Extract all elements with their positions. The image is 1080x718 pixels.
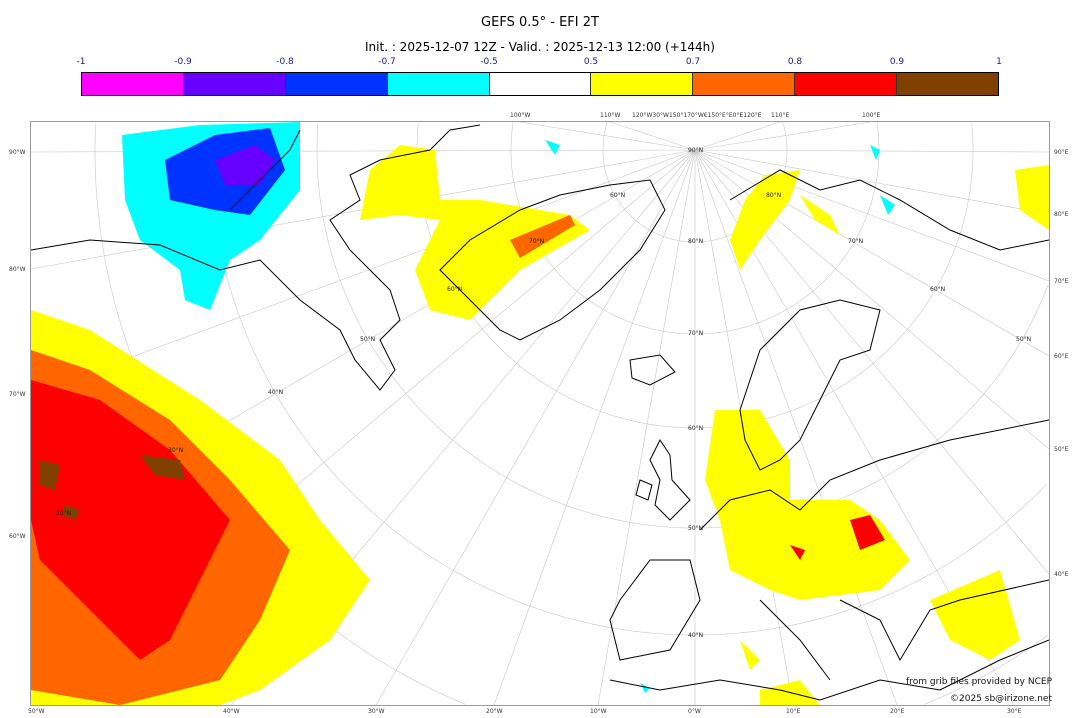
data-source-credit: from grib files provided by NCEP <box>906 677 1052 687</box>
chart-subtitle: Init. : 2025-12-07 12Z - Valid. : 2025-1… <box>365 40 715 54</box>
grid-label: 70°N <box>688 330 703 337</box>
axis-label-top: 110°W <box>600 112 621 119</box>
efi-warm-orange-greenland <box>510 215 575 258</box>
efi-cold-purple <box>215 145 275 185</box>
axis-label-bottom: 30°W <box>368 708 385 715</box>
efi-warm-yellow-europe <box>705 410 1020 705</box>
coast-hudson <box>229 129 301 211</box>
colorbar-tick: -1 <box>76 57 86 67</box>
axis-label-bottom: 10°W <box>590 708 607 715</box>
graticule-parallel <box>316 123 1049 529</box>
chart-title: GEFS 0.5° - EFI 2T <box>481 15 599 30</box>
axis-label-top: 100°E <box>862 112 881 119</box>
axis-label-right: 70°E <box>1054 278 1069 285</box>
grid-label: 30°N <box>168 447 183 454</box>
grid-label: 60°N <box>447 286 462 293</box>
coast-scandinavia <box>739 299 881 471</box>
axis-label-bottom: 50°W <box>28 708 45 715</box>
colorbar-segment <box>693 73 796 95</box>
axis-label-top: 110°E <box>771 112 790 119</box>
efi-warm-red-atlantic <box>31 380 230 660</box>
map-panel[interactable]: 90°N 80°N 70°N 60°N 50°N 40°N 70°N 60°N … <box>30 121 1050 706</box>
colorbar-tick: -0.5 <box>480 57 498 67</box>
colorbar-segment <box>795 73 898 95</box>
efi-map: 90°N 80°N 70°N 60°N 50°N 40°N 70°N 60°N … <box>31 122 1049 705</box>
axis-label-top: 100°W <box>510 112 531 119</box>
axis-label-bottom: 30°E <box>1007 708 1022 715</box>
coast-iceland <box>629 354 676 386</box>
colorbar-tick: 0.7 <box>685 57 701 67</box>
axis-label-bottom: 10°E <box>786 708 801 715</box>
colorbar-segment <box>489 73 592 95</box>
grid-label: 20°N <box>56 510 71 517</box>
grid-labels: 90°N 80°N 70°N 60°N 50°N 40°N 70°N 60°N … <box>56 147 1031 639</box>
efi-warm-yellow-greenland <box>360 145 590 320</box>
grid-label: 40°N <box>268 389 283 396</box>
axis-label-bottom: 20°E <box>890 708 905 715</box>
graticule-parallel <box>209 124 1048 636</box>
axis-label-bottom: 0°W <box>688 708 701 715</box>
colorbar <box>81 72 999 96</box>
colorbar-tick: 1 <box>996 57 1002 67</box>
axis-label-left: 80°W <box>9 266 26 273</box>
grid-label: 50°N <box>360 336 375 343</box>
grid-label: 50°N <box>1016 336 1031 343</box>
efi-warm-yellow-siberia <box>730 165 1049 270</box>
colorbar-tick: 0.9 <box>889 57 905 67</box>
colorbar-tick: 0.8 <box>787 57 803 67</box>
colorbar-segment <box>82 73 184 95</box>
coast-greenland <box>439 179 666 341</box>
coast-africa <box>609 639 1049 701</box>
grid-label: 50°N <box>688 525 703 532</box>
grid-label: 70°N <box>848 238 863 245</box>
efi-warm-red-europe <box>790 515 885 560</box>
axis-label-right: 50°E <box>1054 446 1069 453</box>
axis-label-right: 80°E <box>1054 211 1069 218</box>
copyright: ©2025 sb@irizone.net <box>950 694 1052 704</box>
grid-label: 90°N <box>688 147 703 154</box>
grid-label: 60°N <box>610 192 625 199</box>
axis-label-left: 90°W <box>9 149 26 156</box>
axis-label-right: 40°E <box>1054 571 1069 578</box>
axis-label-top: 120°W30°W150°170°W€150°E°E0°E120°E <box>632 112 762 119</box>
colorbar-segment <box>591 73 694 95</box>
colorbar-tick: -0.7 <box>378 57 396 67</box>
coast-uk <box>635 439 691 521</box>
coastlines <box>31 124 1049 701</box>
axis-label-left: 60°W <box>9 533 26 540</box>
coast-europe <box>609 419 1049 681</box>
axis-label-left: 70°W <box>9 391 26 398</box>
grid-label: 70°N <box>529 238 544 245</box>
axis-label-bottom: 40°W <box>223 708 240 715</box>
colorbar-segment <box>285 73 388 95</box>
grid-label: 40°N <box>688 632 703 639</box>
grid-label: 80°N <box>688 238 703 245</box>
grid-label: 80°N <box>766 192 781 199</box>
efi-warm-brown <box>40 455 185 520</box>
colorbar-segment <box>183 73 286 95</box>
colorbar-tick: 0.5 <box>583 57 599 67</box>
colorbar-segment <box>387 73 490 95</box>
coast-north-america <box>31 124 481 391</box>
colorbar-segment <box>897 73 999 95</box>
efi-fields <box>31 122 1049 705</box>
axis-label-bottom: 20°W <box>486 708 503 715</box>
coast-russia-arctic <box>729 169 1049 251</box>
colorbar-tick: -0.9 <box>174 57 192 67</box>
grid-label: 60°N <box>930 286 945 293</box>
axis-label-right: 90°E <box>1054 149 1069 156</box>
grid-label: 60°N <box>688 425 703 432</box>
axis-label-right: 60°E <box>1054 353 1069 360</box>
colorbar-tick: -0.8 <box>276 57 294 67</box>
